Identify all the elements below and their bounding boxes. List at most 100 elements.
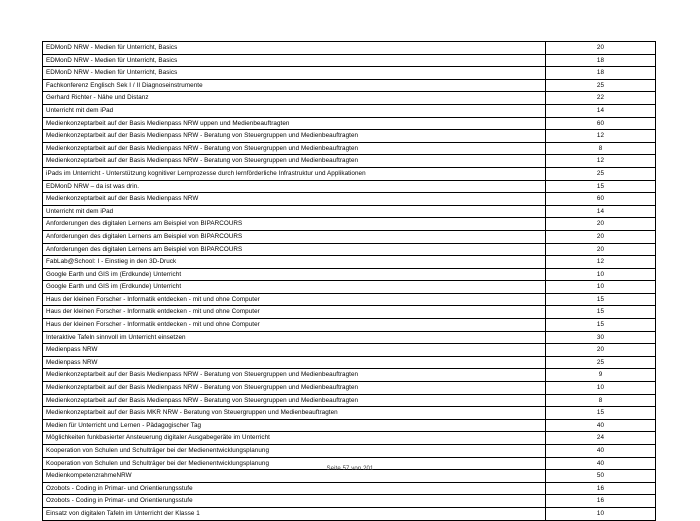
course-table: EDMonD NRW - Medien für Unterricht, Basi… (42, 41, 656, 521)
cell-title: Gerhard Richter - Nähe und Distanz (42, 91, 546, 105)
cell-title: Medienkonzeptarbeit auf der Basis Medien… (42, 116, 546, 131)
cell-title: Haus der kleinen Forscher - Informatik e… (42, 292, 546, 307)
table-row: Ozobots - Coding in Primar- und Orientie… (42, 481, 656, 496)
table-row: EDMonD NRW – da ist was drin. 15 (42, 179, 656, 194)
table-row: Haus der kleinen Forscher - Informatik e… (42, 305, 656, 320)
cell-title: Ozobots - Coding in Primar- und Orientie… (42, 494, 546, 508)
table-row: Medienkonzeptarbeit auf der Basis Medien… (42, 393, 656, 408)
cell-title: Unterricht mit dem iPad (42, 103, 546, 118)
cell-value: 9 (545, 368, 656, 383)
cell-value: 15 (545, 406, 656, 420)
table-row: Gerhard Richter - Nähe und Distanz 22 (42, 91, 656, 105)
cell-title: Einsatz von digitalen Tafeln im Unterric… (42, 506, 546, 521)
table-row: Medienpass NRW 25 (42, 355, 656, 370)
table-row: Medienkonzeptarbeit auf der Basis Medien… (42, 141, 656, 156)
cell-title: Fachkonferenz Englisch Sek I / II Diagno… (42, 78, 546, 93)
table-row: Medienkonzeptarbeit auf der Basis Medien… (42, 154, 656, 168)
cell-value: 20 (545, 41, 656, 55)
cell-value: 60 (545, 192, 656, 206)
cell-title: Anforderungen des digitalen Lernens am B… (42, 242, 546, 257)
cell-value: 15 (545, 305, 656, 320)
cell-title: Anforderungen des digitalen Lernens am B… (42, 229, 546, 244)
cell-title: Medienkonzeptarbeit auf der Basis Medien… (42, 154, 546, 168)
cell-title: Medienkonzeptarbeit auf der Basis MKR NR… (42, 406, 546, 420)
table-row: Anforderungen des digitalen Lernens am B… (42, 217, 656, 231)
cell-title: Medienpass NRW (42, 355, 546, 370)
table-row: Anforderungen des digitalen Lernens am B… (42, 242, 656, 257)
cell-value: 30 (545, 330, 656, 345)
table-row: Medienkonzeptarbeit auf der Basis Medien… (42, 116, 656, 131)
table-row: EDMonD NRW - Medien für Unterricht, Basi… (42, 41, 656, 55)
cell-value: 20 (545, 343, 656, 357)
table-row: Medienpass NRW 20 (42, 343, 656, 357)
table-row: Google Earth und GIS im (Erdkunde) Unter… (42, 267, 656, 282)
cell-value: 60 (545, 116, 656, 131)
course-table-container: EDMonD NRW - Medien für Unterricht, Basi… (42, 41, 656, 521)
cell-value: 14 (545, 204, 656, 219)
cell-title: Medienkonzeptarbeit auf der Basis Medien… (42, 368, 546, 383)
cell-title: Möglichkeiten funkbasierter Ansteuerung … (42, 431, 546, 445)
cell-value: 16 (545, 494, 656, 508)
cell-title: Medien für Unterricht und Lernen - Pädag… (42, 418, 546, 433)
table-row: Fachkonferenz Englisch Sek I / II Diagno… (42, 78, 656, 93)
table-row: Unterricht mit dem iPad 14 (42, 204, 656, 219)
table-row: EDMonD NRW - Medien für Unterricht, Basi… (42, 66, 656, 80)
table-row: Medienkonzeptarbeit auf der Basis Medien… (42, 192, 656, 206)
cell-title: Haus der kleinen Forscher - Informatik e… (42, 305, 546, 320)
cell-title: EDMonD NRW - Medien für Unterricht, Basi… (42, 53, 546, 68)
table-row: Einsatz von digitalen Tafeln im Unterric… (42, 506, 656, 521)
cell-title: Medienkonzeptarbeit auf der Basis Medien… (42, 141, 546, 156)
cell-value: 22 (545, 91, 656, 105)
table-row: Möglichkeiten funkbasierter Ansteuerung … (42, 431, 656, 445)
cell-value: 20 (545, 217, 656, 231)
cell-title: EDMonD NRW – da ist was drin. (42, 179, 546, 194)
table-row: Haus der kleinen Forscher - Informatik e… (42, 318, 656, 332)
cell-value: 8 (545, 141, 656, 156)
cell-title: iPads im Unterricht - Unterstützung kogn… (42, 166, 546, 181)
table-row: Medien für Unterricht und Lernen - Pädag… (42, 418, 656, 433)
cell-value: 24 (545, 431, 656, 445)
cell-value: 12 (545, 129, 656, 143)
cell-title: EDMonD NRW - Medien für Unterricht, Basi… (42, 41, 546, 55)
cell-value: 20 (545, 242, 656, 257)
cell-title: Unterricht mit dem iPad (42, 204, 546, 219)
cell-title: Google Earth und GIS im (Erdkunde) Unter… (42, 267, 546, 282)
cell-value: 12 (545, 154, 656, 168)
cell-title: Haus der kleinen Forscher - Informatik e… (42, 318, 546, 332)
cell-title: Medienkonzeptarbeit auf der Basis Medien… (42, 192, 546, 206)
table-row: MedienkompetenzrahmeNRW 50 (42, 469, 656, 483)
table-row: Anforderungen des digitalen Lernens am B… (42, 229, 656, 244)
cell-value: 18 (545, 66, 656, 80)
cell-title: FabLab@School: I - Einstieg in den 3D-Dr… (42, 255, 546, 269)
cell-value: 12 (545, 255, 656, 269)
cell-title: Kooperation von Schulen und Schulträger … (42, 444, 546, 458)
cell-title: EDMonD NRW - Medien für Unterricht, Basi… (42, 66, 546, 80)
cell-value: 10 (545, 381, 656, 395)
table-row: Interaktive Tafeln sinnvoll im Unterrich… (42, 330, 656, 345)
table-row: Medienkonzeptarbeit auf der Basis Medien… (42, 129, 656, 143)
table-row: Medienkonzeptarbeit auf der Basis MKR NR… (42, 406, 656, 420)
cell-title: Interaktive Tafeln sinnvoll im Unterrich… (42, 330, 546, 345)
table-row: FabLab@School: I - Einstieg in den 3D-Dr… (42, 255, 656, 269)
table-row: Google Earth und GIS im (Erdkunde) Unter… (42, 280, 656, 294)
document-page: EDMonD NRW - Medien für Unterricht, Basi… (42, 41, 656, 521)
table-row: Unterricht mit dem iPad 14 (42, 103, 656, 118)
cell-value: 15 (545, 292, 656, 307)
page-footer: Seite 57 von 201 (326, 466, 374, 472)
cell-value: 25 (545, 166, 656, 181)
cell-value: 10 (545, 506, 656, 521)
cell-title: Google Earth und GIS im (Erdkunde) Unter… (42, 280, 546, 294)
cell-value: 20 (545, 229, 656, 244)
cell-title: Medienkonzeptarbeit auf der Basis Medien… (42, 381, 546, 395)
cell-title: Ozobots - Coding in Primar- und Orientie… (42, 481, 546, 496)
cell-value: 15 (545, 179, 656, 194)
cell-title: Medienpass NRW (42, 343, 546, 357)
cell-value: 25 (545, 78, 656, 93)
cell-value: 40 (545, 444, 656, 458)
table-row: Haus der kleinen Forscher - Informatik e… (42, 292, 656, 307)
cell-value: 18 (545, 53, 656, 68)
cell-value: 40 (545, 418, 656, 433)
table-row: Medienkonzeptarbeit auf der Basis Medien… (42, 381, 656, 395)
cell-title: Medienkonzeptarbeit auf der Basis Medien… (42, 129, 546, 143)
cell-title: Medienkonzeptarbeit auf der Basis Medien… (42, 393, 546, 408)
